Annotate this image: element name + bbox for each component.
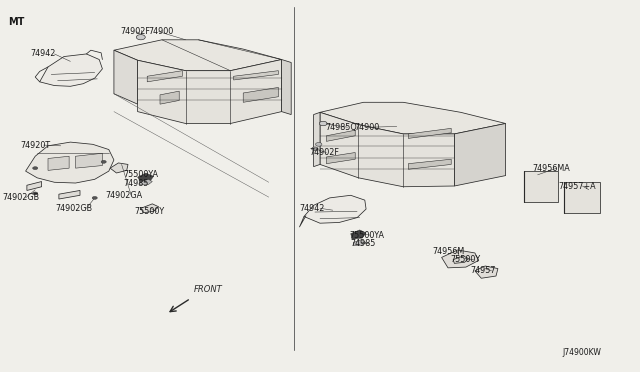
Polygon shape <box>110 163 128 173</box>
Polygon shape <box>243 87 278 102</box>
Circle shape <box>92 196 97 199</box>
Polygon shape <box>114 50 138 104</box>
Text: 74902F: 74902F <box>309 148 339 157</box>
Text: 75500Y: 75500Y <box>450 255 480 264</box>
Text: 74902GA: 74902GA <box>106 191 143 200</box>
Text: 74942: 74942 <box>31 49 56 58</box>
Circle shape <box>319 121 327 126</box>
Polygon shape <box>138 60 282 124</box>
Polygon shape <box>59 190 80 199</box>
Polygon shape <box>26 142 114 183</box>
Circle shape <box>101 160 106 163</box>
Circle shape <box>136 35 145 40</box>
Text: 75500YA: 75500YA <box>124 170 159 179</box>
Polygon shape <box>326 130 355 141</box>
Text: 74985: 74985 <box>124 179 149 187</box>
Text: J74900KW: J74900KW <box>562 348 601 357</box>
Text: 74942: 74942 <box>300 204 325 213</box>
Polygon shape <box>304 195 366 223</box>
Polygon shape <box>48 156 69 170</box>
Polygon shape <box>442 250 479 268</box>
Text: 75500YA: 75500YA <box>349 231 385 240</box>
Polygon shape <box>138 173 154 182</box>
Text: 74902F: 74902F <box>120 27 150 36</box>
Polygon shape <box>326 153 355 164</box>
Circle shape <box>316 142 322 146</box>
Polygon shape <box>314 112 320 167</box>
Text: FRONT: FRONT <box>194 285 223 294</box>
Polygon shape <box>27 182 42 190</box>
Circle shape <box>33 167 38 170</box>
Text: 74900: 74900 <box>354 123 379 132</box>
Text: 74902GB: 74902GB <box>56 204 93 213</box>
Text: 74956MA: 74956MA <box>532 164 570 173</box>
Polygon shape <box>453 256 468 263</box>
Polygon shape <box>140 179 152 185</box>
Polygon shape <box>160 91 179 104</box>
Polygon shape <box>76 153 102 168</box>
Polygon shape <box>351 230 366 239</box>
Polygon shape <box>320 102 506 134</box>
Polygon shape <box>454 124 506 186</box>
Text: 74957+A: 74957+A <box>558 182 596 190</box>
Text: 74985: 74985 <box>350 239 376 248</box>
Polygon shape <box>234 71 278 80</box>
Polygon shape <box>147 71 182 82</box>
Polygon shape <box>564 182 600 213</box>
Text: 74900: 74900 <box>148 27 173 36</box>
Text: 74957: 74957 <box>470 266 496 275</box>
Circle shape <box>33 192 38 195</box>
Polygon shape <box>353 240 366 246</box>
Text: 74902GB: 74902GB <box>2 193 39 202</box>
Polygon shape <box>475 266 498 278</box>
Polygon shape <box>320 112 454 187</box>
Polygon shape <box>282 60 291 115</box>
Text: 74985Q: 74985Q <box>325 123 357 132</box>
Text: MT: MT <box>8 17 25 27</box>
Polygon shape <box>141 204 159 213</box>
Text: 74920T: 74920T <box>20 141 51 150</box>
Text: 74956M: 74956M <box>433 247 465 256</box>
Polygon shape <box>114 40 282 71</box>
Text: 75500Y: 75500Y <box>134 207 164 216</box>
Circle shape <box>312 147 318 151</box>
Polygon shape <box>408 128 451 138</box>
Polygon shape <box>40 54 102 86</box>
Polygon shape <box>524 171 558 202</box>
Polygon shape <box>408 159 451 169</box>
